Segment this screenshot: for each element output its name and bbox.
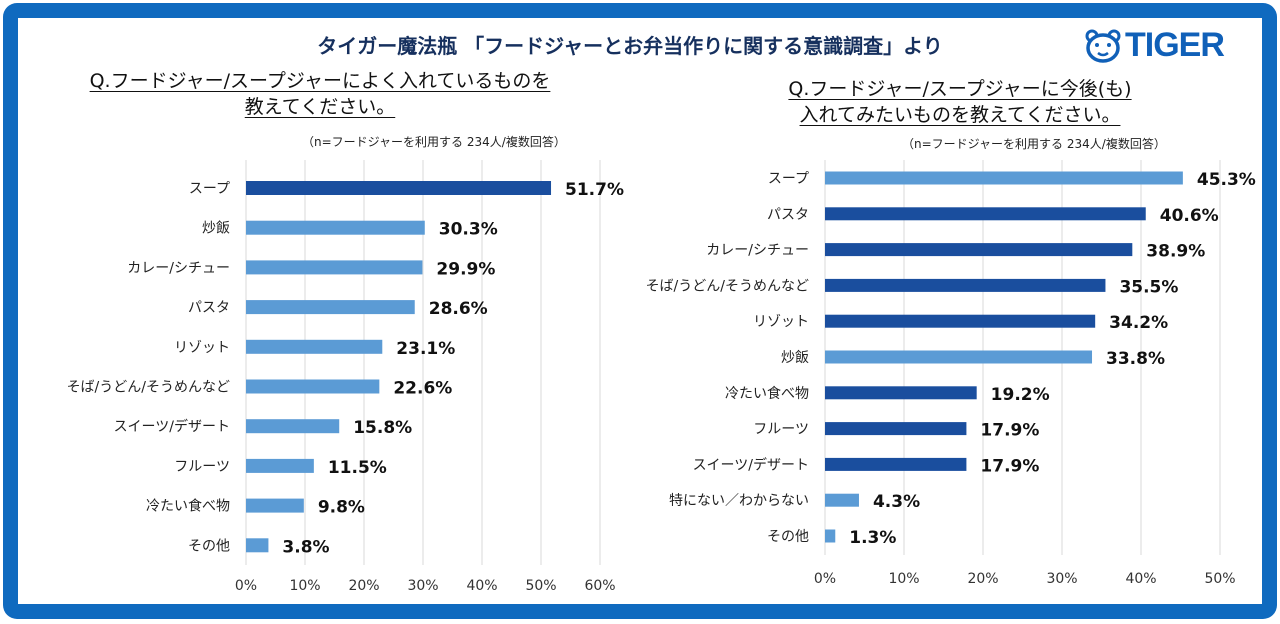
x-tick-label: 50% [1204, 571, 1235, 587]
data-label: 22.6% [393, 379, 452, 399]
data-label: 23.1% [396, 339, 455, 359]
x-tick-label: 0% [235, 578, 257, 594]
bar [825, 278, 1106, 292]
x-tick-label: 30% [1046, 571, 1077, 587]
data-label: 40.6% [1160, 206, 1219, 226]
category-label: その他 [767, 529, 809, 545]
question-left-line2: 教えてください。 [244, 96, 396, 118]
category-label: スープ [768, 171, 809, 187]
category-label: 特にない／わからない [669, 493, 809, 509]
category-label: スイーツ/デザート [114, 418, 230, 435]
bar [246, 379, 380, 394]
category-label: スープ [189, 181, 230, 197]
category-label: フルーツ [174, 459, 230, 475]
category-label: その他 [188, 538, 230, 554]
category-label: リゾット [174, 340, 230, 356]
data-label: 4.3% [873, 492, 920, 512]
data-label: 15.8% [353, 418, 412, 438]
data-label: 9.8% [318, 498, 365, 518]
data-label: 1.3% [849, 528, 896, 548]
category-label: 冷たい食べ物 [725, 385, 809, 402]
bar [246, 220, 425, 235]
bar [246, 181, 552, 195]
data-label: 51.7% [565, 180, 624, 200]
category-label: パスタ [188, 300, 230, 316]
bar [246, 260, 423, 275]
category-label: パスタ [767, 207, 809, 223]
category-label: スイーツ/デザート [693, 456, 809, 473]
x-tick-label: 20% [348, 578, 379, 594]
category-label: 炒飯 [781, 349, 809, 366]
data-label: 11.5% [328, 458, 387, 478]
page-title: タイガー魔法瓶 「フードジャーとお弁当作りに関する意識調査」より [317, 34, 943, 58]
question-left: Q.フードジャー/スープジャーによく入れているものを 教えてください。 [30, 68, 610, 120]
bar [246, 458, 314, 473]
data-label: 38.9% [1146, 242, 1205, 262]
x-tick-label: 30% [407, 578, 438, 594]
data-label: 35.5% [1119, 277, 1178, 297]
x-tick-label: 10% [888, 571, 919, 587]
question-right-line1: Q.フードジャー/スープジャーに今後(も) [788, 78, 1132, 100]
tiger-face-icon [1085, 29, 1121, 63]
bar [825, 207, 1146, 221]
x-tick-label: 50% [525, 578, 556, 594]
data-label: 30.3% [439, 220, 498, 240]
category-label: そば/うどん/そうめんなど [646, 278, 809, 294]
x-tick-label: 20% [967, 571, 998, 587]
bar [825, 243, 1133, 257]
bar [246, 300, 415, 315]
note-left: （n=フードジャーを利用する 234人/複数回答） [302, 135, 566, 149]
data-label: 17.9% [980, 421, 1039, 441]
tiger-logo: TIGER [1085, 26, 1225, 65]
bar [246, 538, 269, 553]
logo-text: TIGER [1125, 26, 1225, 64]
data-label: 45.3% [1197, 170, 1256, 190]
data-label: 29.9% [436, 259, 495, 279]
bar [825, 171, 1183, 185]
data-label: 28.6% [429, 299, 488, 319]
bar [246, 498, 304, 513]
data-label: 17.9% [980, 456, 1039, 476]
data-label: 33.8% [1106, 349, 1165, 369]
bar [825, 350, 1093, 364]
question-right-line2: 入れてみたいものを教えてください。 [799, 104, 1121, 126]
frame [3, 3, 1277, 619]
bar [825, 386, 977, 400]
bar [825, 457, 967, 471]
data-label: 34.2% [1109, 313, 1168, 333]
bar [825, 493, 859, 507]
x-tick-label: 40% [1125, 571, 1156, 587]
category-label: 冷たい食べ物 [146, 498, 230, 515]
bar [246, 419, 340, 434]
question-right: Q.フードジャー/スープジャーに今後(も) 入れてみたいものを教えてください。 [660, 76, 1260, 128]
category-label: カレー/シチュー [127, 260, 230, 276]
category-label: リゾット [753, 314, 809, 330]
x-tick-label: 10% [289, 578, 320, 594]
bar [246, 339, 383, 354]
category-label: フルーツ [753, 422, 809, 438]
x-tick-label: 60% [584, 578, 615, 594]
category-label: カレー/シチュー [706, 243, 809, 259]
category-label: そば/うどん/そうめんなど [67, 380, 230, 396]
bar [825, 314, 1096, 328]
category-label: 炒飯 [202, 220, 230, 237]
note-right: （n=フードジャーを利用する 234人/複数回答） [902, 137, 1166, 151]
bar [825, 529, 836, 543]
data-label: 3.8% [282, 537, 329, 557]
question-left-line1: Q.フードジャー/スープジャーによく入れているものを [89, 70, 551, 92]
x-tick-label: 0% [814, 571, 836, 587]
bar [825, 422, 967, 436]
x-tick-label: 40% [466, 578, 497, 594]
data-label: 19.2% [991, 385, 1050, 405]
